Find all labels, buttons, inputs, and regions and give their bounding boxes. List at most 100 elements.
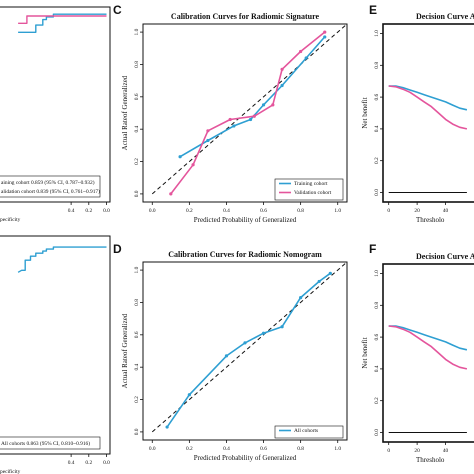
calibration-series-all [166,272,331,428]
calibration-point-validation [169,192,173,196]
calibration-point-all [299,296,303,300]
legend-label-training: Training cohort [294,181,328,187]
y-tick-label: 0.6 [374,93,380,100]
y-tick-label: 0.2 [374,157,380,164]
x-tick-label: 0.0 [149,446,156,452]
panel-label: C [113,3,122,17]
roc-legend-box [0,436,101,450]
x-tick-label: 0 [387,448,390,454]
y-tick-label: 1.0 [374,30,380,37]
calibration-legend-box [274,178,344,201]
y-axis-label: Actual Rateof Generalized [121,313,129,388]
calibration-point-training [323,35,327,39]
calibration-point-all [328,271,332,275]
x-tick-label: 0.2 [85,460,92,466]
calibration-plot-frame [142,23,348,203]
calibration-point-training [261,103,266,107]
y-tick-label: 0.4 [134,364,140,371]
calibration-point-all [280,325,284,329]
calibration-point-training [178,155,182,159]
x-tick-label: 20 [414,208,420,214]
x-axis-label: Predicted Probability of Generalized [194,454,297,462]
panel-label: D [113,242,122,256]
calibration-point-training [248,117,253,122]
y-tick-label: 0.4 [134,126,140,133]
calibration-point-all [224,354,229,358]
y-axis-label: Actual Rateof Generalized [121,75,129,150]
calibration-title: Calibration Curves for Radiomic Nomogram [168,250,322,259]
x-tick-label: 0 [387,208,390,214]
y-tick-label: 0.0 [134,190,140,197]
decision-curve-title: Decision Curve Analy [416,252,474,261]
y-tick-label: 0.6 [134,93,140,100]
calibration-point-validation [252,114,256,118]
calibration-legend-box [274,425,344,439]
x-tick-label: 40 [443,208,449,214]
calibration-point-all [261,331,266,335]
calibration-point-training [206,138,210,143]
x-tick-label: 0.4 [223,208,230,214]
roc-curve-validation [18,15,107,24]
y-tick-label: 0.4 [374,365,380,372]
roc-legend-entry: alidation cohort 0.839 (95% CI, 0.761~0.… [1,188,100,195]
y-tick-label: 0.2 [134,396,140,403]
calibration-point-training [232,124,236,128]
x-axis-label: pecificity [0,468,21,474]
x-tick-label: 0.4 [68,460,75,466]
calibration-point-all [317,279,321,284]
y-tick-label: 1.0 [374,270,380,277]
decision-curve-validation [388,325,468,370]
panel-label: F [369,242,376,256]
calibration-point-training [304,56,308,60]
y-tick-label: 0.8 [134,61,140,68]
x-tick-label: 0.2 [186,446,193,452]
x-tick-label: 0.2 [186,208,193,214]
y-axis-label: Net benefit [361,97,369,128]
x-tick-label: 0.8 [297,208,304,214]
x-axis-label: Predicted Probability of Generalized [194,216,297,224]
decision-plot-frame [382,263,474,443]
calibration-plot-frame [142,261,348,441]
calibration-point-validation [228,117,232,122]
y-tick-label: 1.0 [134,266,140,273]
decision-plot-frame [382,23,474,203]
x-tick-label: 1.0 [334,446,341,452]
y-axis-label: Net benefit [361,337,369,368]
y-tick-label: 0.8 [134,299,140,306]
calibration-point-all [187,393,191,397]
calibration-title: Calibration Curves for Radiomic Signatur… [171,12,320,21]
y-tick-label: 0.6 [374,333,380,340]
calibration-point-validation [280,67,284,71]
x-tick-label: 20 [414,448,420,454]
legend-label-validation: Validation cohort [294,190,332,196]
roc-legend-entry: All cohorts 0.863 (95% CI, 0.810~0.916) [1,440,90,447]
calibration-point-validation [191,163,195,167]
roc-plot-frame [0,235,111,455]
x-tick-label: 0.6 [260,446,267,452]
x-tick-label: 0.0 [149,208,156,214]
x-tick-label: 40 [443,448,449,454]
x-tick-label: 0.0 [103,208,110,214]
y-tick-label: 1.0 [134,28,140,35]
calibration-point-validation [323,30,327,34]
calibration-point-all [243,341,247,345]
roc-legend-entry: aining cohort 0.859 (95% CI, 0.787~0.932… [1,179,95,186]
decision-curve-validation [388,85,468,130]
x-tick-label: 0.6 [260,208,267,214]
decision-curve-title: Decision Curve Analy [416,12,474,21]
y-tick-label: 0.4 [374,125,380,132]
roc-curve-training [18,13,107,33]
calibration-point-validation [206,129,210,133]
calibration-point-validation [271,103,275,107]
y-tick-label: 0.8 [374,302,380,309]
y-tick-label: 0.8 [374,62,380,69]
x-tick-label: 0.8 [297,446,304,452]
x-tick-label: 0.4 [223,446,230,452]
y-tick-label: 0.0 [374,429,380,436]
y-tick-label: 0.2 [374,397,380,404]
y-tick-label: 0.6 [134,331,140,338]
y-tick-label: 0.2 [134,158,140,165]
roc-legend-box [0,175,101,198]
x-tick-label: 0.2 [85,208,92,214]
